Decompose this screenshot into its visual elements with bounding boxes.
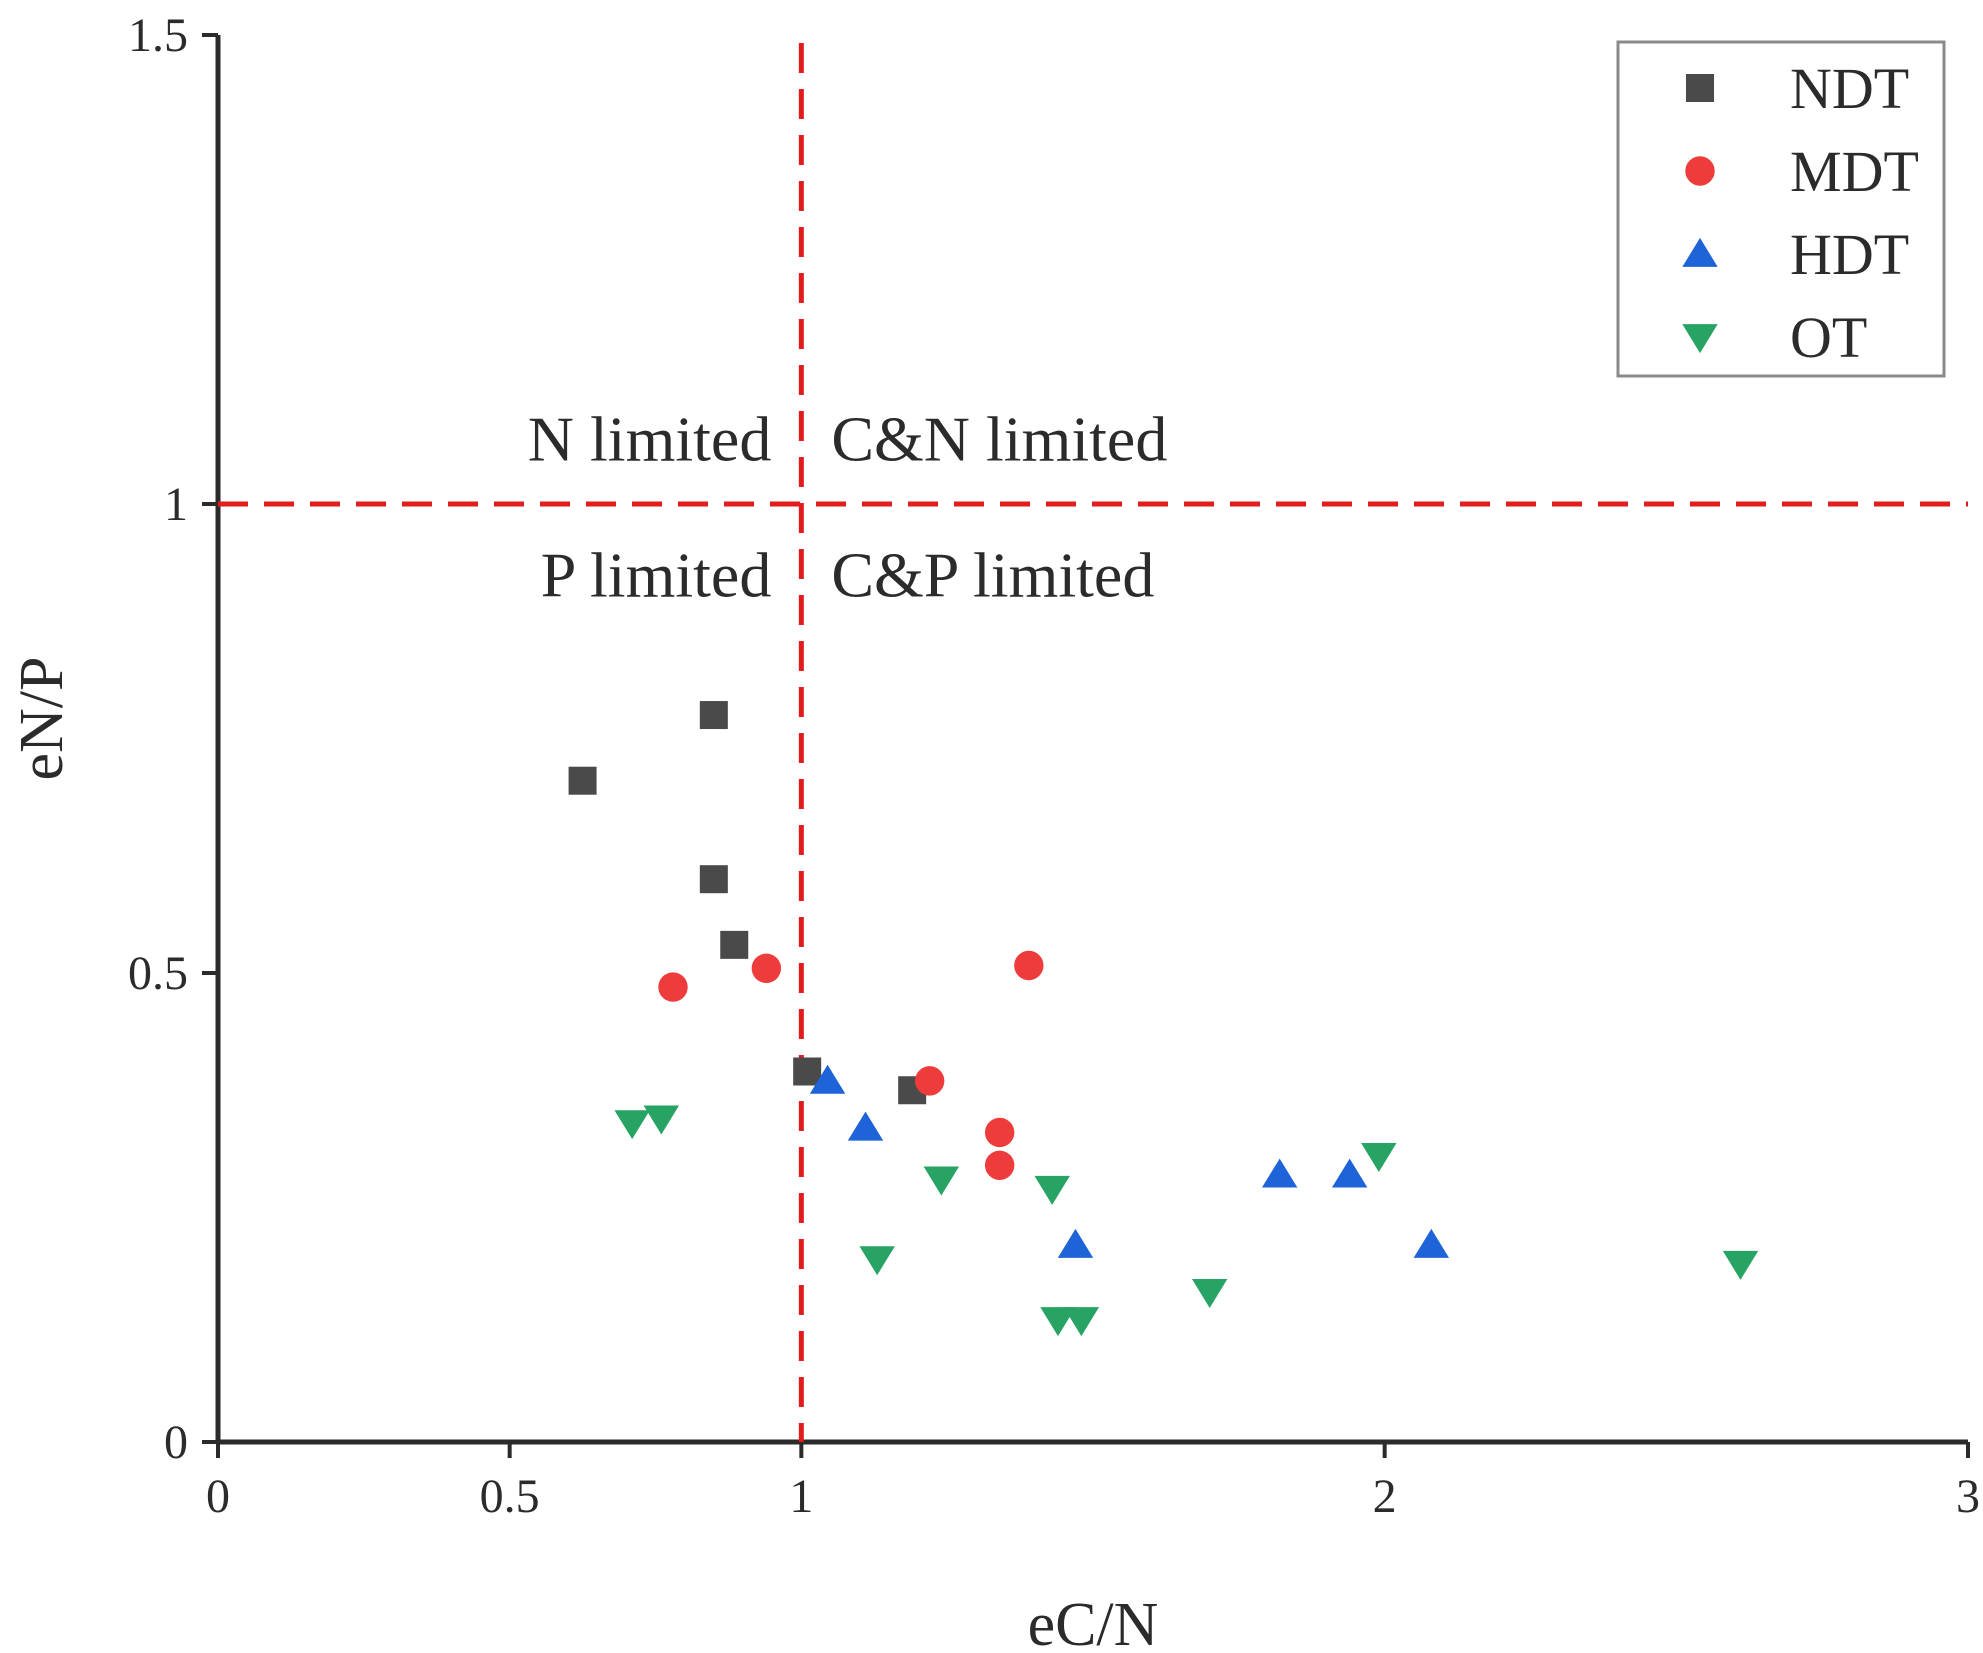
mdt-point xyxy=(751,953,782,984)
ot-point xyxy=(1722,1250,1759,1280)
legend-label-ot: OT xyxy=(1790,305,1867,370)
region-label: C&P limited xyxy=(831,539,1154,610)
region-labels: N limited C&N limited P limited C&P limited xyxy=(528,403,1168,610)
mdt-point xyxy=(1014,950,1044,981)
legend-label-hdt: HDT xyxy=(1790,222,1909,287)
ot-point xyxy=(1191,1279,1228,1309)
hdt-point xyxy=(1261,1158,1298,1188)
hdt-point xyxy=(1413,1228,1450,1258)
legend-label-mdt: MDT xyxy=(1790,139,1919,204)
y-tick-label: 1 xyxy=(164,478,188,531)
ndt-point xyxy=(568,766,597,795)
legend-label-ndt: NDT xyxy=(1790,56,1909,121)
mdt-point xyxy=(984,1150,1015,1180)
legend-marker-hdt xyxy=(1682,237,1718,267)
ndt-point xyxy=(793,1057,822,1086)
series-ot xyxy=(614,1105,1759,1337)
ot-point xyxy=(859,1246,895,1276)
legend: NDT MDT HDT OT xyxy=(1616,40,1946,378)
y-tick-label: 0 xyxy=(164,1416,188,1469)
ndt-point xyxy=(699,865,728,894)
ndt-point xyxy=(720,930,749,959)
y-tick-label: 0.5 xyxy=(128,947,188,1000)
hdt-point xyxy=(809,1064,846,1094)
legend-marker-ot xyxy=(1682,324,1718,354)
series-ndt xyxy=(568,701,927,1105)
mdt-point xyxy=(914,1066,945,1096)
x-tick-label: 0.5 xyxy=(480,1470,540,1523)
mdt-point xyxy=(658,972,688,1002)
legend-marker-mdt xyxy=(1685,156,1715,186)
data-points xyxy=(568,701,1759,1337)
legend-marker-ndt xyxy=(1686,74,1714,102)
region-label: C&N limited xyxy=(831,403,1167,474)
threshold-lines xyxy=(218,43,1968,1442)
ot-point xyxy=(614,1110,650,1140)
ot-point xyxy=(643,1105,680,1135)
x-tick-label: 2 xyxy=(1373,1470,1397,1523)
hdt-point xyxy=(1331,1158,1368,1188)
ot-point xyxy=(1034,1175,1070,1205)
ot-point xyxy=(923,1166,960,1196)
x-axis-title: eC/N xyxy=(1028,1591,1159,1653)
ot-point xyxy=(1361,1143,1397,1173)
axis-ticks: 0 0.5 1 2 3 0 0.5 1 1.5 xyxy=(128,9,1980,1523)
hdt-point xyxy=(1057,1228,1094,1258)
hdt-point xyxy=(847,1111,884,1141)
x-tick-label: 0 xyxy=(206,1470,230,1523)
region-label: N limited xyxy=(528,403,772,474)
ndt-point xyxy=(699,701,728,730)
legend-box xyxy=(1616,40,1946,378)
mdt-point xyxy=(984,1117,1015,1148)
x-tick-label: 3 xyxy=(1956,1470,1980,1523)
y-tick-label: 1.5 xyxy=(128,9,188,62)
ot-point xyxy=(1040,1307,1076,1337)
series-mdt xyxy=(658,950,1044,1180)
region-label: P limited xyxy=(541,539,772,610)
ot-point xyxy=(1063,1307,1100,1337)
series-hdt xyxy=(809,1064,1450,1258)
x-tick-label: 1 xyxy=(789,1470,813,1523)
y-axis-title: eN/P xyxy=(8,657,76,781)
